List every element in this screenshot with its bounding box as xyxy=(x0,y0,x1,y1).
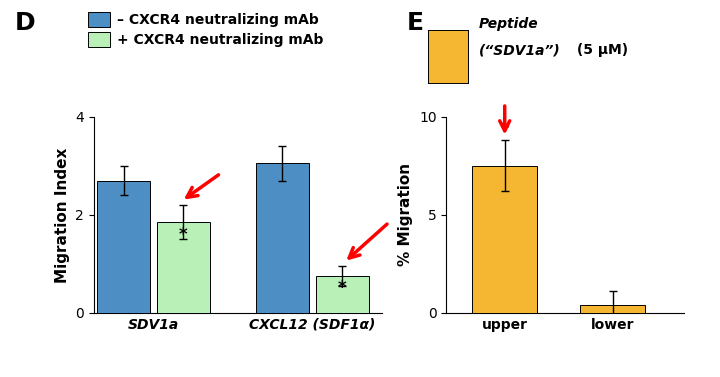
Bar xyxy=(580,305,645,313)
Y-axis label: Migration Index: Migration Index xyxy=(55,147,70,283)
Y-axis label: % Migration: % Migration xyxy=(398,163,413,267)
Text: Peptide: Peptide xyxy=(479,17,539,31)
Bar xyxy=(157,222,210,313)
Text: *: * xyxy=(179,226,188,244)
Text: *: * xyxy=(338,279,346,297)
Legend: – CXCR4 neutralizing mAb, + CXCR4 neutralizing mAb: – CXCR4 neutralizing mAb, + CXCR4 neutra… xyxy=(86,10,325,48)
Bar xyxy=(316,276,369,313)
Text: (“SDV1a”): (“SDV1a”) xyxy=(479,43,561,57)
Text: D: D xyxy=(14,11,35,35)
Text: (5 μM): (5 μM) xyxy=(572,43,629,57)
Bar xyxy=(97,181,150,313)
Bar xyxy=(472,166,537,313)
Text: E: E xyxy=(407,11,424,35)
Text: *: * xyxy=(500,120,509,138)
Bar xyxy=(256,164,309,313)
